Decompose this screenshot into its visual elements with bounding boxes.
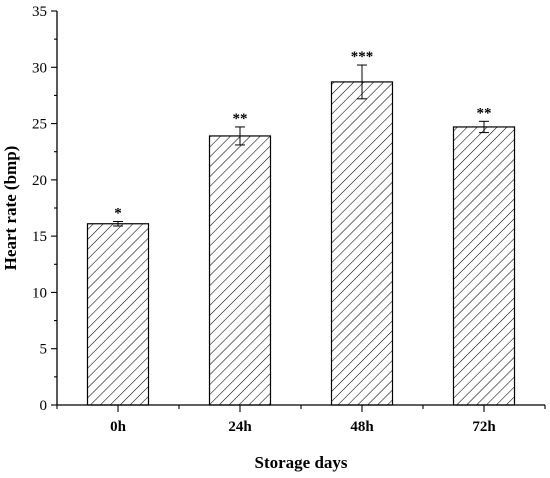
y-axis-title: Heart rate (bmp)	[1, 146, 20, 271]
x-tick-label: 24h	[228, 419, 252, 435]
y-tick-label: 10	[32, 285, 47, 301]
y-tick-label: 15	[32, 229, 47, 245]
y-tick-label: 20	[32, 173, 47, 189]
y-ticks: 0 5 10 15 20 25 30 35	[32, 4, 57, 414]
x-tick-label: 0h	[110, 419, 127, 435]
significance-24h: **	[233, 111, 248, 127]
significance-72h: **	[477, 105, 492, 121]
bar-48h	[330, 81, 394, 406]
x-axis-title: Storage days	[254, 453, 347, 472]
y-tick-label: 0	[40, 398, 48, 414]
bar-72h	[452, 126, 516, 406]
error-bars-layer	[113, 64, 489, 227]
x-ticks: 0h 24h 48h 72h	[56, 405, 546, 435]
x-tick-label: 72h	[472, 419, 496, 435]
bar-24h	[208, 135, 272, 406]
bars-layer	[86, 81, 516, 406]
significance-48h: ***	[351, 49, 374, 65]
x-tick-label: 48h	[350, 419, 374, 435]
bar-0h	[86, 223, 150, 406]
y-tick-label: 35	[32, 4, 47, 20]
y-tick-label: 5	[40, 342, 48, 358]
y-tick-label: 25	[32, 117, 47, 133]
significance-0h: *	[114, 206, 122, 222]
significance-layer: ********	[114, 49, 491, 221]
y-tick-label: 30	[32, 60, 47, 76]
